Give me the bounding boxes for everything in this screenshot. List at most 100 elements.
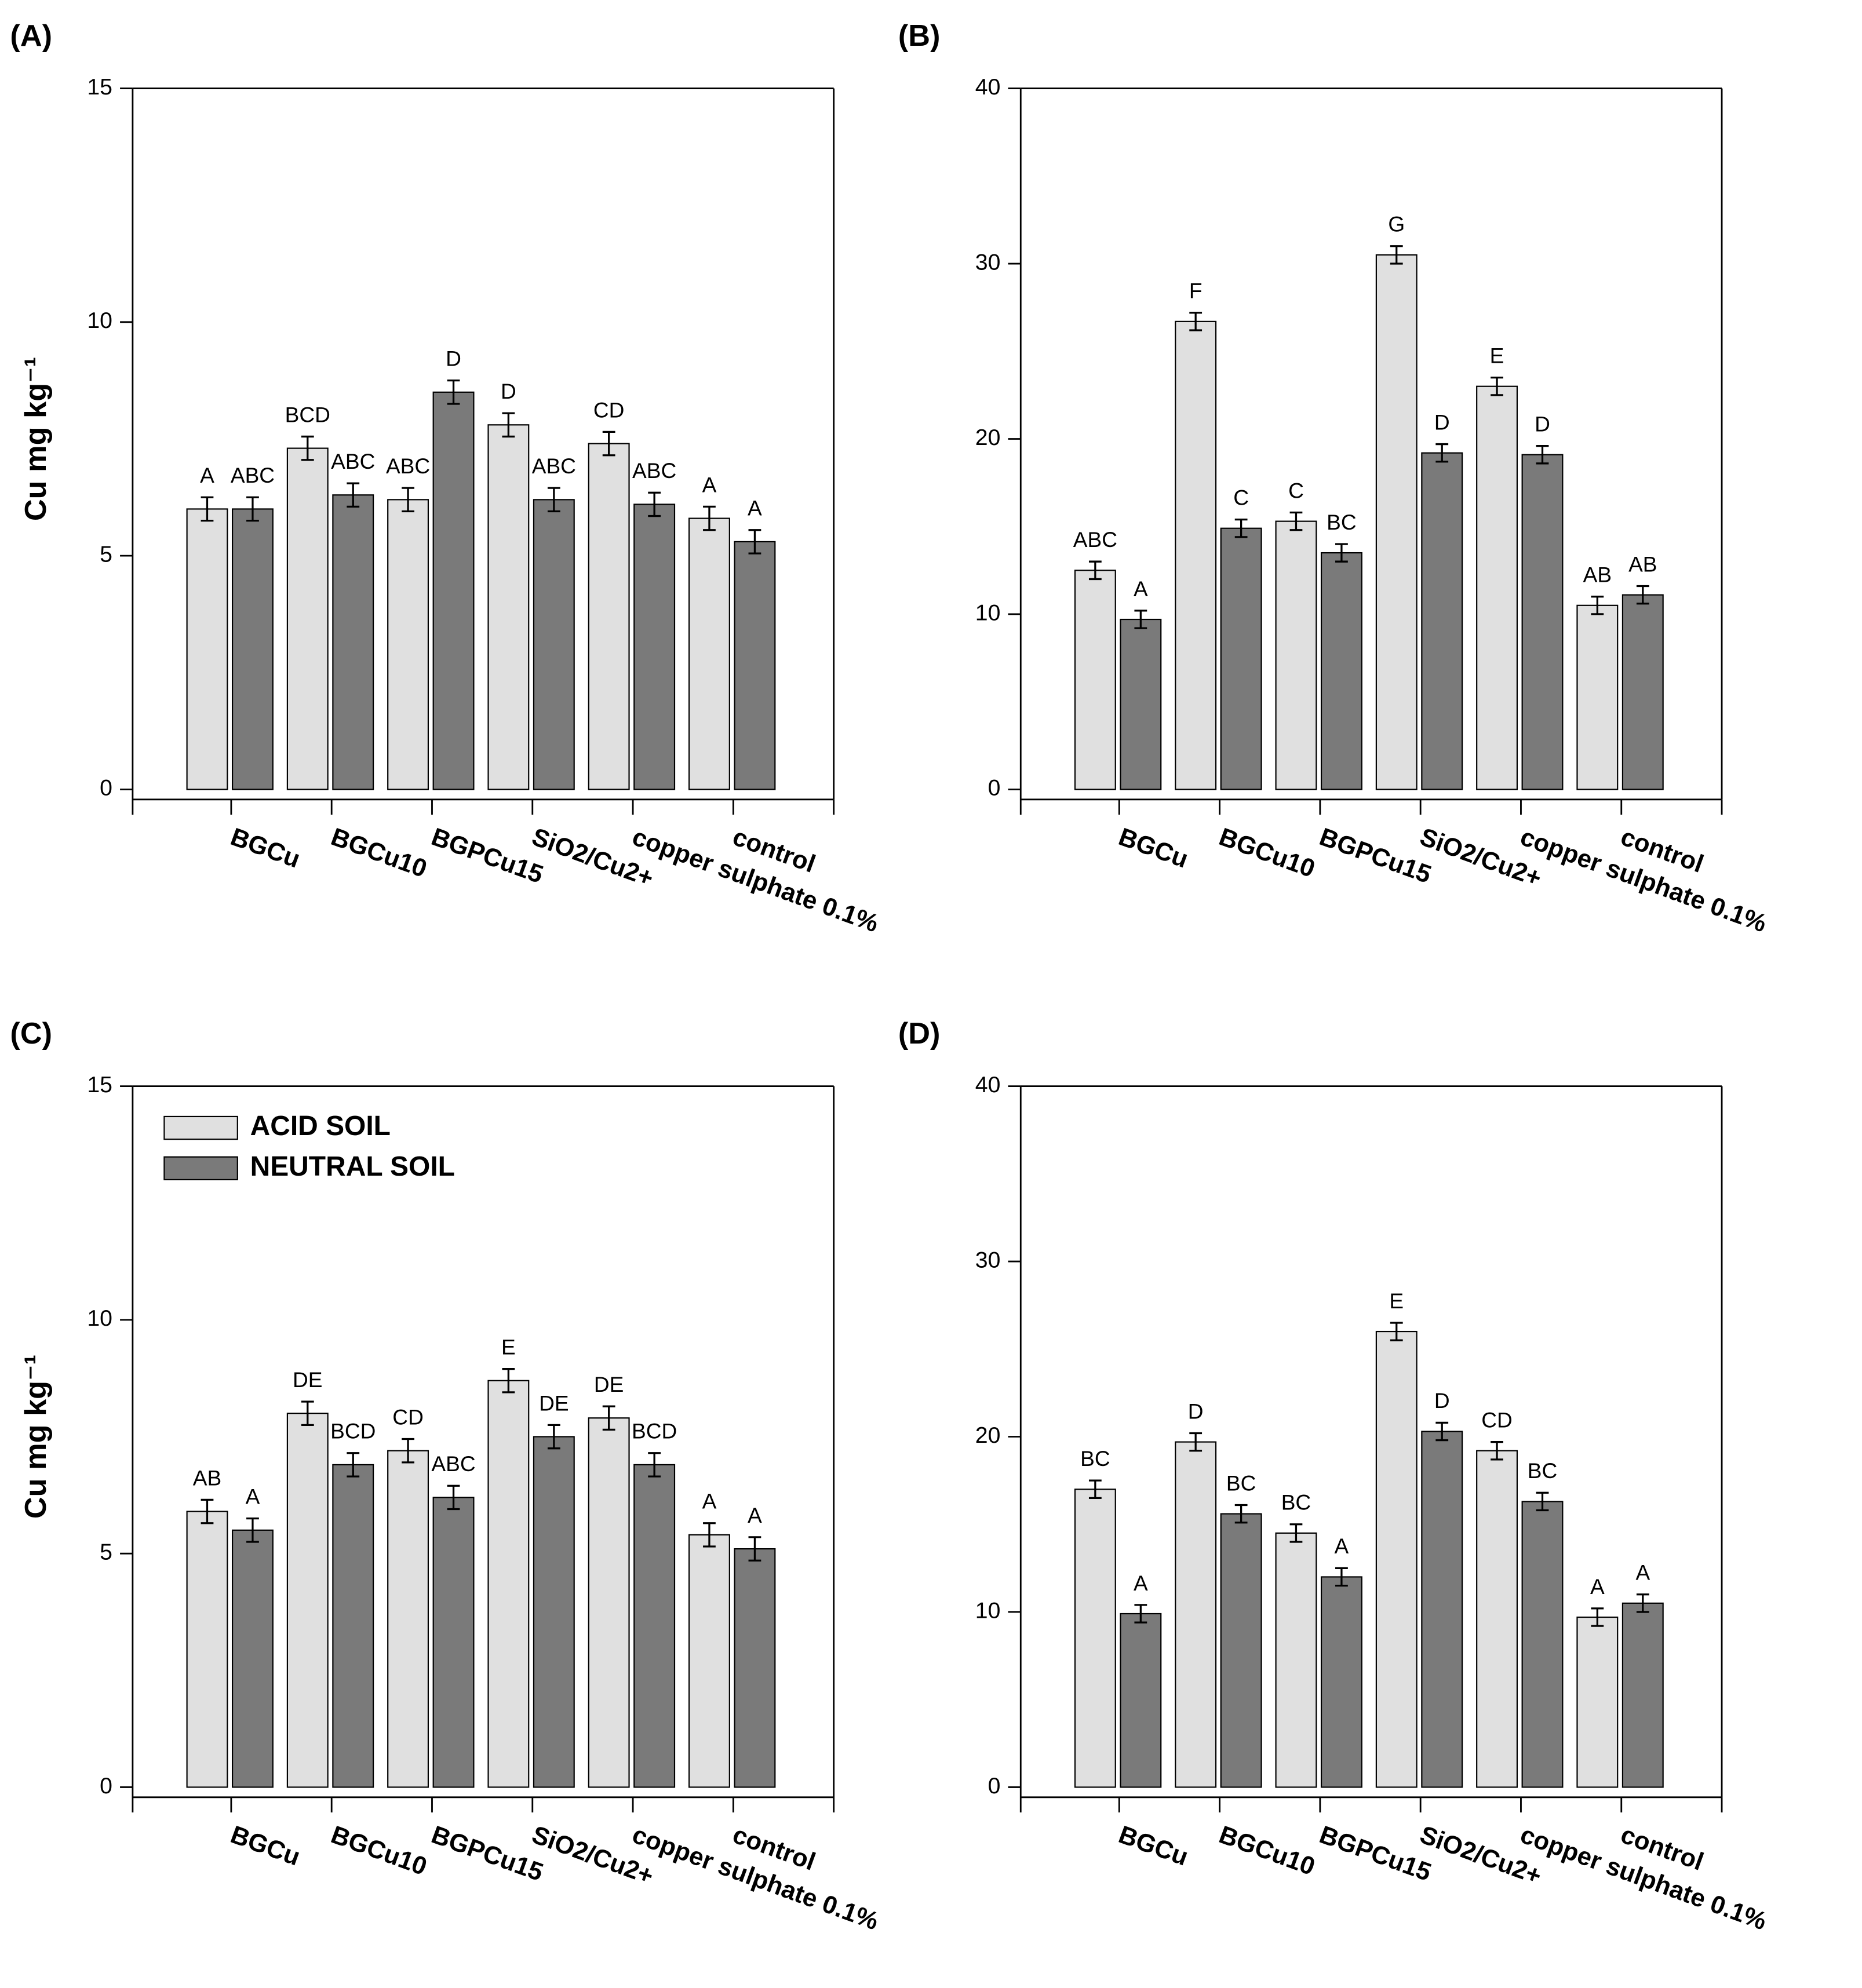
- bar: [1576, 604, 1619, 790]
- bar: [487, 424, 530, 790]
- significance-letter: BCD: [632, 1419, 677, 1443]
- bar: [186, 1511, 228, 1788]
- x-tick-label: BGCu10: [327, 823, 431, 883]
- y-tick-label: 10: [975, 1597, 1001, 1623]
- significance-letter: BCD: [285, 402, 330, 426]
- significance-letter: C: [1288, 478, 1304, 502]
- bar: [1220, 527, 1262, 790]
- x-tick-label: BGPCu15: [1316, 823, 1435, 889]
- bar: [286, 1413, 329, 1788]
- significance-letter: A: [702, 1489, 717, 1513]
- significance-letter: ABC: [231, 463, 275, 487]
- significance-letter: A: [748, 1503, 762, 1527]
- y-tick-label: 30: [975, 1247, 1001, 1272]
- bar: [588, 1417, 630, 1788]
- bar: [432, 1497, 475, 1788]
- significance-letter: ABC: [632, 458, 676, 483]
- y-tick-label: 0: [100, 1773, 112, 1799]
- significance-letter: E: [501, 1334, 516, 1359]
- significance-letter: AB: [193, 1465, 221, 1490]
- y-axis-label: Cu mg kg⁻¹: [19, 1355, 53, 1519]
- x-tick-label: BGPCu15: [1316, 1821, 1435, 1887]
- significance-letter: BC: [1327, 510, 1356, 534]
- bar: [688, 1534, 730, 1788]
- bar: [633, 504, 676, 790]
- significance-letter: A: [246, 1484, 260, 1509]
- significance-letter: CD: [1481, 1407, 1513, 1432]
- significance-letter: A: [1134, 1571, 1148, 1595]
- bar: [1175, 320, 1217, 790]
- significance-letter: C: [1233, 486, 1249, 510]
- significance-letter: ABC: [1073, 527, 1117, 552]
- significance-letter: AB: [1583, 563, 1612, 587]
- bar: [332, 1464, 374, 1788]
- bar: [1375, 254, 1418, 790]
- bar: [387, 1450, 429, 1788]
- significance-letter: CD: [593, 397, 625, 422]
- bar: [1275, 1532, 1317, 1788]
- y-tick-label: 10: [87, 308, 112, 333]
- panel-label: (B): [898, 19, 941, 53]
- y-tick-label: 15: [87, 74, 112, 100]
- bar: [533, 499, 575, 790]
- significance-letter: CD: [392, 1405, 424, 1429]
- y-tick-label: 15: [87, 1072, 112, 1097]
- bar: [231, 1529, 274, 1788]
- y-tick-label: 0: [988, 1773, 1001, 1799]
- bar: [1421, 1431, 1463, 1788]
- significance-letter: D: [446, 346, 461, 371]
- bar: [1074, 570, 1116, 790]
- significance-letter: A: [1134, 577, 1148, 601]
- bar: [1521, 1501, 1564, 1788]
- y-tick-label: 30: [975, 249, 1001, 275]
- x-tick-label: BGCu10: [327, 1821, 431, 1881]
- bar: [1621, 594, 1664, 790]
- bar: [387, 499, 429, 790]
- significance-letter: ABC: [431, 1451, 475, 1476]
- bar: [1421, 452, 1463, 790]
- bar: [734, 541, 776, 790]
- y-tick-label: 20: [975, 1422, 1001, 1448]
- significance-letter: A: [1335, 1534, 1349, 1558]
- bar: [588, 443, 630, 790]
- significance-letter: ABC: [532, 454, 576, 478]
- significance-letter: BC: [1528, 1458, 1557, 1483]
- bar: [1120, 1613, 1162, 1788]
- x-tick-label: BGCu: [1115, 823, 1191, 873]
- significance-letter: DE: [594, 1372, 624, 1396]
- bar: [1120, 618, 1162, 790]
- bar: [533, 1436, 575, 1788]
- bar: [1476, 385, 1518, 790]
- panel-label: (C): [10, 1017, 52, 1050]
- bar: [1576, 1616, 1619, 1788]
- bar: [1320, 1576, 1362, 1788]
- y-tick-label: 40: [975, 1072, 1001, 1097]
- legend-label: ACID SOIL: [250, 1111, 391, 1141]
- panel-label: (A): [10, 19, 52, 53]
- significance-letter: D: [1188, 1399, 1204, 1423]
- bar: [1275, 520, 1317, 790]
- x-tick-label: BGPCu15: [428, 1821, 546, 1887]
- bar: [688, 517, 730, 790]
- y-axis-label: Cu mg kg⁻¹: [19, 357, 53, 521]
- significance-letter: A: [1590, 1574, 1605, 1599]
- significance-letter: F: [1189, 279, 1203, 303]
- y-tick-label: 20: [975, 425, 1001, 450]
- significance-letter: A: [200, 463, 214, 487]
- x-tick-label: BGCu10: [1215, 823, 1318, 883]
- panel-label: (D): [898, 1017, 941, 1050]
- legend-swatch: [163, 1115, 238, 1140]
- significance-letter: A: [1635, 1560, 1650, 1585]
- y-tick-label: 10: [975, 600, 1001, 625]
- significance-letter: ABC: [386, 454, 430, 478]
- x-tick-label: BGCu: [227, 1821, 304, 1871]
- bar: [432, 391, 475, 790]
- bar: [633, 1464, 676, 1788]
- significance-letter: DE: [539, 1391, 569, 1415]
- bar: [1074, 1489, 1116, 1788]
- y-tick-label: 10: [87, 1305, 112, 1331]
- bar: [1220, 1513, 1262, 1788]
- significance-letter: G: [1388, 212, 1405, 236]
